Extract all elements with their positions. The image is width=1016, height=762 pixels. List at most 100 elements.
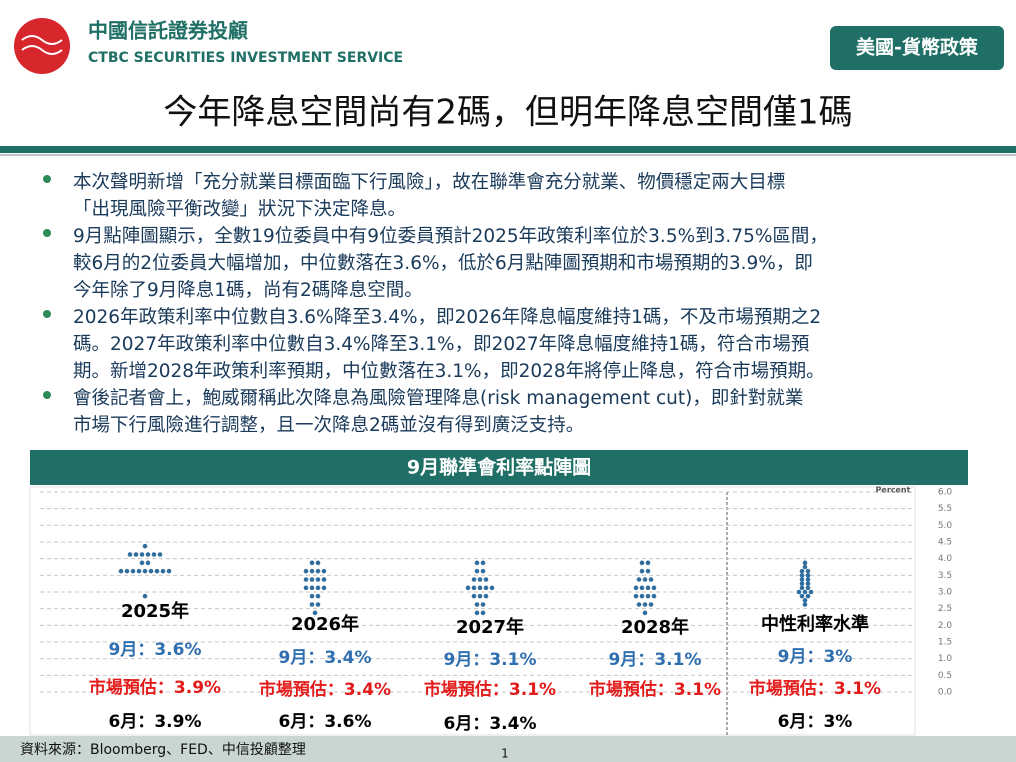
y-tick-label: 4.5 bbox=[938, 538, 952, 548]
column-title: 2026年 bbox=[291, 613, 359, 635]
dot bbox=[145, 560, 151, 566]
dot bbox=[633, 593, 639, 599]
dot bbox=[139, 560, 145, 566]
brand-en: CTBC SECURITIES INVESTMENT SERVICE bbox=[88, 50, 403, 66]
dot bbox=[799, 573, 805, 578]
dot bbox=[651, 585, 657, 591]
dot bbox=[142, 543, 148, 549]
bullet-line: 期。新增2028年政策利率預期，中位數落在3.1%，即2028年將停止降息，符合… bbox=[73, 361, 825, 382]
dot bbox=[309, 602, 315, 607]
dot bbox=[639, 560, 645, 566]
y-tick-label: 5.0 bbox=[938, 521, 953, 531]
dot bbox=[142, 568, 148, 574]
dot bbox=[799, 577, 805, 582]
dot bbox=[796, 589, 802, 595]
dot bbox=[157, 552, 163, 557]
logo-mark bbox=[21, 35, 63, 55]
dot bbox=[639, 568, 645, 574]
dot bbox=[136, 568, 142, 574]
market-estimate: 市場預估：3.9% bbox=[89, 677, 221, 698]
dot bbox=[802, 560, 808, 566]
dot bbox=[639, 593, 645, 599]
dot bbox=[802, 589, 808, 595]
y-tick-label: 3.0 bbox=[938, 588, 953, 598]
dot bbox=[471, 585, 477, 591]
dot bbox=[808, 589, 814, 595]
dot bbox=[303, 585, 309, 591]
y-tick-label: 3.5 bbox=[938, 571, 952, 581]
dot bbox=[145, 552, 151, 557]
dot bbox=[480, 560, 486, 566]
dot bbox=[480, 568, 486, 574]
dot bbox=[633, 585, 639, 591]
title: 今年降息空間尚有2碼，但明年降息空間僅1碼 bbox=[163, 93, 852, 133]
dot bbox=[315, 568, 321, 574]
bullet-line: 本次聲明新增「充分就業目標面臨下行風險」，故在聯準會充分就業、物價穩定兩大目標 bbox=[73, 172, 785, 193]
chart-banner-bg bbox=[30, 450, 968, 485]
dot bbox=[799, 585, 805, 591]
y-tick-label: 4.0 bbox=[938, 554, 953, 564]
dot bbox=[645, 560, 651, 566]
sept-median: 9月：3% bbox=[778, 647, 853, 667]
dot bbox=[642, 610, 648, 616]
dot bbox=[477, 577, 483, 582]
dot bbox=[130, 568, 136, 574]
dot bbox=[315, 602, 321, 607]
dot bbox=[805, 585, 811, 591]
dot bbox=[321, 577, 327, 582]
chart-area bbox=[29, 486, 916, 736]
y-tick-label: 6.0 bbox=[938, 488, 953, 498]
dot bbox=[151, 552, 157, 557]
dot bbox=[471, 593, 477, 599]
badge bbox=[830, 26, 1004, 70]
dot bbox=[315, 593, 321, 599]
dot bbox=[474, 568, 480, 574]
column-title: 中性利率水準 bbox=[761, 613, 869, 635]
dot bbox=[483, 593, 489, 599]
brand-zh: 中國信託證券投顧 bbox=[88, 19, 248, 43]
footer-source: 資料來源：Bloomberg、FED、中信投顧整理 bbox=[20, 742, 306, 758]
sept-median: 9月：3.1% bbox=[609, 650, 702, 670]
y-tick-label: 5.5 bbox=[938, 504, 952, 514]
column-title: 2025年 bbox=[121, 600, 189, 622]
dot bbox=[799, 581, 805, 586]
bullet-dot bbox=[43, 310, 51, 318]
bullet-line: 「出現風險平衡改變」狀況下決定降息。 bbox=[73, 199, 406, 220]
page-number: 1 bbox=[501, 747, 509, 761]
bullet-line: 會後記者會上，鮑威爾稱此次降息為風險管理降息(risk management c… bbox=[73, 388, 803, 409]
dot bbox=[648, 602, 654, 607]
dot bbox=[309, 585, 315, 591]
bullet-dot bbox=[43, 229, 51, 237]
june-median: 6月：3.6% bbox=[279, 712, 372, 732]
dot bbox=[474, 560, 480, 566]
column-title: 2027年 bbox=[456, 616, 524, 638]
dot bbox=[303, 577, 309, 582]
dot bbox=[148, 568, 154, 574]
dot bbox=[166, 568, 172, 574]
dot bbox=[477, 593, 483, 599]
dot bbox=[645, 568, 651, 574]
dot bbox=[805, 568, 811, 574]
market-estimate: 市場預估：3.1% bbox=[424, 679, 556, 700]
y-tick-label: 0.0 bbox=[938, 688, 953, 698]
dot bbox=[636, 602, 642, 607]
june-median: 6月：3.4% bbox=[444, 714, 537, 734]
logo bbox=[14, 18, 70, 74]
dot bbox=[160, 568, 166, 574]
dot bbox=[154, 568, 160, 574]
dot bbox=[142, 593, 148, 599]
bullet-line: 2026年政策利率中位數自3.6%降至3.4%，即2026年降息幅度維持1碼，不… bbox=[73, 307, 821, 328]
dot bbox=[483, 577, 489, 582]
dot bbox=[645, 593, 651, 599]
dot bbox=[805, 581, 811, 586]
dot bbox=[480, 602, 486, 607]
market-estimate: 市場預估：3.1% bbox=[749, 678, 881, 699]
sept-median: 9月：3.6% bbox=[109, 640, 202, 660]
badge-text: 美國-貨幣政策 bbox=[856, 36, 979, 59]
dot bbox=[118, 568, 124, 574]
dot bbox=[139, 552, 145, 557]
bullet-line: 市場下行風險進行調整，且一次降息2碼並沒有得到廣泛支持。 bbox=[73, 415, 584, 436]
dot bbox=[315, 585, 321, 591]
y-axis-label: Percent bbox=[876, 486, 911, 495]
